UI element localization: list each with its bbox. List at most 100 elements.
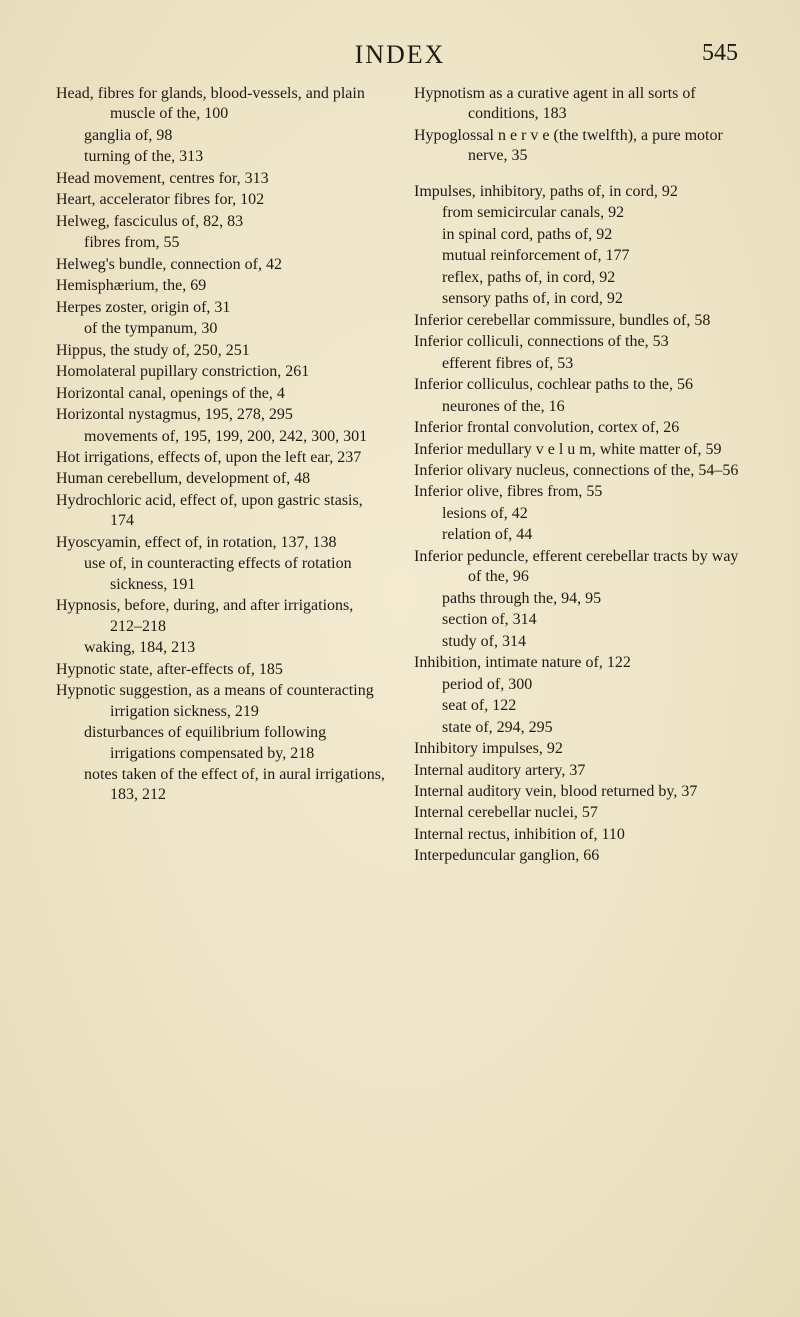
- index-entry-text: Inferior olive, fibres from, 55: [414, 482, 744, 502]
- index-subentry-text: section of, 314: [414, 610, 744, 630]
- index-entry: Horizontal nystagmus, 195, 278, 295: [56, 405, 386, 425]
- index-entry-text: Hippus, the study of, 250, 251: [56, 341, 386, 361]
- index-subentry: ganglia of, 98: [56, 126, 386, 146]
- index-entry-text: Hypnotic state, after-effects of, 185: [56, 660, 386, 680]
- index-subentry-text: movements of, 195, 199, 200, 242, 300, 3…: [56, 427, 386, 447]
- index-entry: Hydrochloric acid, effect of, upon gastr…: [56, 491, 386, 532]
- index-subentry: study of, 314: [414, 632, 744, 652]
- index-subentry-text: reflex, paths of, in cord, 92: [414, 268, 744, 288]
- index-entry: Internal cerebellar nuclei, 57: [414, 803, 744, 823]
- index-spacer: [414, 168, 744, 182]
- index-subentry-text: study of, 314: [414, 632, 744, 652]
- index-subentry: period of, 300: [414, 675, 744, 695]
- index-subentry-text: sensory paths of, in cord, 92: [414, 289, 744, 309]
- index-subentry: paths through the, 94, 95: [414, 589, 744, 609]
- index-entry-text: Inferior medullary v e l u m, white matt…: [414, 440, 744, 460]
- index-subentry: neurones of the, 16: [414, 397, 744, 417]
- index-entry: Internal auditory artery, 37: [414, 761, 744, 781]
- index-entry-text: Inhibition, intimate nature of, 122: [414, 653, 744, 673]
- index-entry: Inferior olive, fibres from, 55: [414, 482, 744, 502]
- index-subentry: mutual reinforcement of, 177: [414, 246, 744, 266]
- index-entry: Herpes zoster, origin of, 31: [56, 298, 386, 318]
- index-entry: Heart, accelerator fibres for, 102: [56, 190, 386, 210]
- index-entry-text: Human cerebellum, development of, 48: [56, 469, 386, 489]
- index-entry: Helweg's bundle, connection of, 42: [56, 255, 386, 275]
- index-entry-text: Hyoscyamin, effect of, in rotation, 137,…: [56, 533, 386, 553]
- index-subentry: relation of, 44: [414, 525, 744, 545]
- index-subentry-text: waking, 184, 213: [56, 638, 386, 658]
- index-entry-text: Hypoglossal n e r v e (the twelfth), a p…: [414, 126, 744, 167]
- index-column-left: Head, fibres for glands, blood-vessels, …: [56, 84, 386, 868]
- index-entry: Impulses, inhibitory, paths of, in cord,…: [414, 182, 744, 202]
- index-entry: Internal rectus, inhibition of, 110: [414, 825, 744, 845]
- index-entry: Helweg, fasciculus of, 82, 83: [56, 212, 386, 232]
- index-subentry-text: neurones of the, 16: [414, 397, 744, 417]
- index-entry-text: Hydrochloric acid, effect of, upon gastr…: [56, 491, 386, 532]
- index-entry: Hippus, the study of, 250, 251: [56, 341, 386, 361]
- index-entry: Hypnosis, before, during, and after irri…: [56, 596, 386, 637]
- index-entry-text: Internal auditory vein, blood returned b…: [414, 782, 744, 802]
- index-entry: Inferior colliculi, connections of the, …: [414, 332, 744, 352]
- index-subentry-text: seat of, 122: [414, 696, 744, 716]
- index-subentry: state of, 294, 295: [414, 718, 744, 738]
- index-subentry-text: in spinal cord, paths of, 92: [414, 225, 744, 245]
- index-entry-text: Inferior colliculi, connections of the, …: [414, 332, 744, 352]
- index-entry: Human cerebellum, development of, 48: [56, 469, 386, 489]
- index-subentry: section of, 314: [414, 610, 744, 630]
- index-subentry-text: of the tympanum, 30: [56, 319, 386, 339]
- index-entry: Inferior peduncle, efferent cerebellar t…: [414, 547, 744, 588]
- index-entry-text: Inferior peduncle, efferent cerebellar t…: [414, 547, 744, 588]
- index-entry: Inferior medullary v e l u m, white matt…: [414, 440, 744, 460]
- index-subentry-text: period of, 300: [414, 675, 744, 695]
- index-subentry: waking, 184, 213: [56, 638, 386, 658]
- index-subentry-text: from semicircular canals, 92: [414, 203, 744, 223]
- index-entry-text: Helweg, fasciculus of, 82, 83: [56, 212, 386, 232]
- index-entry: Head, fibres for glands, blood-vessels, …: [56, 84, 386, 125]
- index-columns: Head, fibres for glands, blood-vessels, …: [56, 84, 744, 868]
- index-entry-text: Head, fibres for glands, blood-vessels, …: [56, 84, 386, 125]
- index-subentry: use of, in counteracting effects of rota…: [56, 554, 386, 595]
- page-title: INDEX: [355, 40, 446, 70]
- index-entry: Inhibition, intimate nature of, 122: [414, 653, 744, 673]
- index-entry: Hypoglossal n e r v e (the twelfth), a p…: [414, 126, 744, 167]
- index-entry-text: Inhibitory impulses, 92: [414, 739, 744, 759]
- index-entry-text: Inferior frontal convolution, cortex of,…: [414, 418, 744, 438]
- index-entry: Hemisphærium, the, 69: [56, 276, 386, 296]
- index-subentry: lesions of, 42: [414, 504, 744, 524]
- index-subentry-text: ganglia of, 98: [56, 126, 386, 146]
- index-entry-text: Internal auditory artery, 37: [414, 761, 744, 781]
- index-subentry-text: state of, 294, 295: [414, 718, 744, 738]
- index-entry-text: Helweg's bundle, connection of, 42: [56, 255, 386, 275]
- index-subentry-text: turning of the, 313: [56, 147, 386, 167]
- index-subentry-text: lesions of, 42: [414, 504, 744, 524]
- index-entry: Inferior olivary nucleus, connections of…: [414, 461, 744, 481]
- index-subentry-text: fibres from, 55: [56, 233, 386, 253]
- index-subentry: fibres from, 55: [56, 233, 386, 253]
- index-entry-text: Internal cerebellar nuclei, 57: [414, 803, 744, 823]
- index-entry: Hyoscyamin, effect of, in rotation, 137,…: [56, 533, 386, 553]
- index-entry: Internal auditory vein, blood returned b…: [414, 782, 744, 802]
- index-subentry-text: efferent fibres of, 53: [414, 354, 744, 374]
- index-subentry-text: notes taken of the effect of, in aural i…: [56, 765, 386, 806]
- index-entry-text: Hypnosis, before, during, and after irri…: [56, 596, 386, 637]
- index-subentry: seat of, 122: [414, 696, 744, 716]
- page-number: 545: [702, 40, 738, 67]
- index-page: INDEX 545 Head, fibres for glands, blood…: [0, 0, 800, 1317]
- index-entry-text: Hypnotic suggestion, as a means of count…: [56, 681, 386, 722]
- index-entry-text: Herpes zoster, origin of, 31: [56, 298, 386, 318]
- index-entry-text: Horizontal nystagmus, 195, 278, 295: [56, 405, 386, 425]
- index-subentry: notes taken of the effect of, in aural i…: [56, 765, 386, 806]
- index-subentry: from semicircular canals, 92: [414, 203, 744, 223]
- index-entry-text: Head movement, centres for, 313: [56, 169, 386, 189]
- index-entry-text: Interpeduncular ganglion, 66: [414, 846, 744, 866]
- index-entry: Inferior colliculus, cochlear paths to t…: [414, 375, 744, 395]
- index-subentry-text: paths through the, 94, 95: [414, 589, 744, 609]
- index-subentry: in spinal cord, paths of, 92: [414, 225, 744, 245]
- index-entry: Inhibitory impulses, 92: [414, 739, 744, 759]
- index-subentry: reflex, paths of, in cord, 92: [414, 268, 744, 288]
- index-entry-text: Heart, accelerator fibres for, 102: [56, 190, 386, 210]
- index-entry: Hypnotic suggestion, as a means of count…: [56, 681, 386, 722]
- index-entry: Inferior cerebellar commissure, bundles …: [414, 311, 744, 331]
- index-subentry: turning of the, 313: [56, 147, 386, 167]
- index-entry-text: Impulses, inhibitory, paths of, in cord,…: [414, 182, 744, 202]
